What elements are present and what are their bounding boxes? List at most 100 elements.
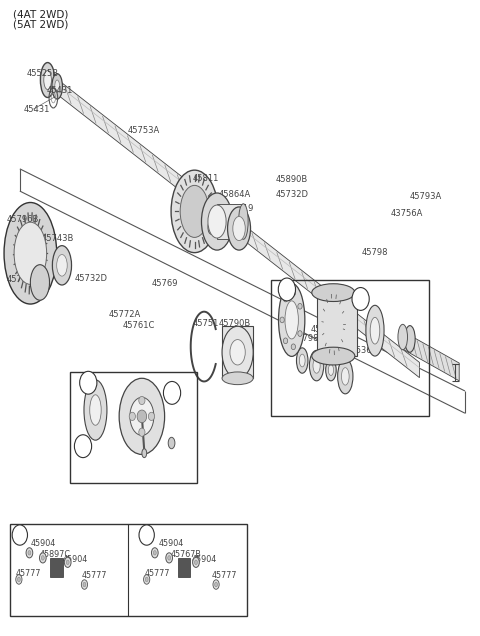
Ellipse shape (14, 222, 47, 284)
Ellipse shape (398, 324, 408, 350)
Bar (317, 293, 357, 356)
Ellipse shape (57, 254, 67, 276)
Circle shape (352, 287, 369, 310)
Ellipse shape (154, 551, 156, 555)
Bar (50, 558, 63, 577)
Ellipse shape (208, 220, 215, 234)
Ellipse shape (298, 331, 302, 336)
Text: 45525B: 45525B (27, 69, 59, 78)
Text: 45777: 45777 (211, 570, 237, 579)
Circle shape (278, 278, 296, 301)
Ellipse shape (171, 170, 218, 252)
Ellipse shape (145, 577, 148, 582)
Ellipse shape (139, 428, 145, 436)
Text: 45864A: 45864A (218, 190, 251, 199)
Circle shape (74, 435, 92, 458)
Text: (5AT 2WD): (5AT 2WD) (12, 20, 68, 30)
Ellipse shape (129, 412, 135, 420)
Ellipse shape (291, 344, 296, 350)
Bar (271, 280, 429, 417)
Ellipse shape (16, 575, 22, 584)
Ellipse shape (325, 359, 336, 381)
Ellipse shape (405, 326, 415, 352)
Text: 45732D: 45732D (276, 190, 309, 199)
Text: 45760B: 45760B (6, 275, 39, 284)
Text: (4AT 2WD): (4AT 2WD) (12, 10, 68, 20)
Text: 45769: 45769 (152, 279, 178, 287)
Ellipse shape (180, 185, 209, 237)
Ellipse shape (239, 204, 248, 239)
Text: 45751: 45751 (192, 319, 218, 328)
Ellipse shape (55, 80, 60, 93)
Ellipse shape (4, 202, 57, 304)
Text: 45904: 45904 (158, 539, 184, 548)
Text: 45636B: 45636B (345, 347, 378, 356)
Ellipse shape (194, 560, 197, 565)
Ellipse shape (26, 548, 33, 558)
Text: 45793A: 45793A (410, 191, 442, 200)
Text: 45798: 45798 (311, 325, 337, 334)
Ellipse shape (39, 553, 46, 563)
Text: 45798: 45798 (362, 248, 388, 257)
Ellipse shape (144, 575, 150, 584)
Ellipse shape (285, 301, 299, 339)
Ellipse shape (366, 305, 384, 356)
Text: 45897C: 45897C (40, 550, 71, 558)
Text: 45772A: 45772A (108, 310, 141, 319)
Ellipse shape (215, 583, 217, 587)
Ellipse shape (213, 580, 219, 590)
Text: 45753A: 45753A (128, 127, 160, 135)
Text: 45662: 45662 (327, 337, 354, 346)
Text: 45431: 45431 (46, 86, 72, 95)
Text: 45904: 45904 (191, 555, 216, 563)
Ellipse shape (137, 410, 147, 423)
Ellipse shape (168, 438, 175, 449)
Ellipse shape (230, 340, 245, 365)
Ellipse shape (370, 317, 380, 344)
Ellipse shape (81, 580, 87, 590)
Text: 43756A: 43756A (391, 209, 423, 218)
Ellipse shape (283, 338, 288, 343)
Bar (178, 558, 190, 577)
Ellipse shape (208, 205, 226, 238)
Ellipse shape (291, 290, 296, 296)
Bar (222, 326, 253, 378)
Text: 45890B: 45890B (276, 175, 308, 184)
Ellipse shape (40, 62, 55, 97)
Bar (10, 524, 247, 616)
Ellipse shape (166, 553, 172, 563)
Ellipse shape (337, 359, 353, 394)
Text: 45777: 45777 (16, 569, 41, 578)
Text: 45732D: 45732D (75, 274, 108, 283)
Ellipse shape (152, 548, 158, 558)
Ellipse shape (64, 557, 71, 567)
Ellipse shape (222, 326, 253, 378)
Text: 45904: 45904 (30, 539, 56, 548)
Circle shape (163, 382, 180, 404)
Ellipse shape (52, 74, 62, 99)
Circle shape (80, 371, 97, 394)
Ellipse shape (17, 577, 20, 582)
Ellipse shape (310, 350, 324, 381)
Ellipse shape (168, 556, 170, 560)
Text: a: a (17, 530, 22, 539)
Circle shape (12, 525, 27, 545)
Ellipse shape (139, 396, 145, 404)
Text: 45868: 45868 (202, 226, 228, 235)
Ellipse shape (233, 216, 245, 240)
Ellipse shape (278, 284, 305, 356)
Text: a: a (358, 294, 363, 303)
Ellipse shape (313, 358, 320, 373)
Ellipse shape (192, 557, 199, 567)
Ellipse shape (90, 395, 101, 425)
Ellipse shape (52, 245, 72, 285)
Ellipse shape (312, 347, 355, 365)
Ellipse shape (312, 284, 355, 301)
Ellipse shape (297, 348, 308, 373)
Ellipse shape (84, 380, 107, 440)
Ellipse shape (44, 71, 51, 90)
Circle shape (139, 525, 155, 545)
Ellipse shape (30, 265, 49, 300)
Text: b: b (81, 441, 85, 451)
Text: 45711: 45711 (225, 333, 251, 342)
